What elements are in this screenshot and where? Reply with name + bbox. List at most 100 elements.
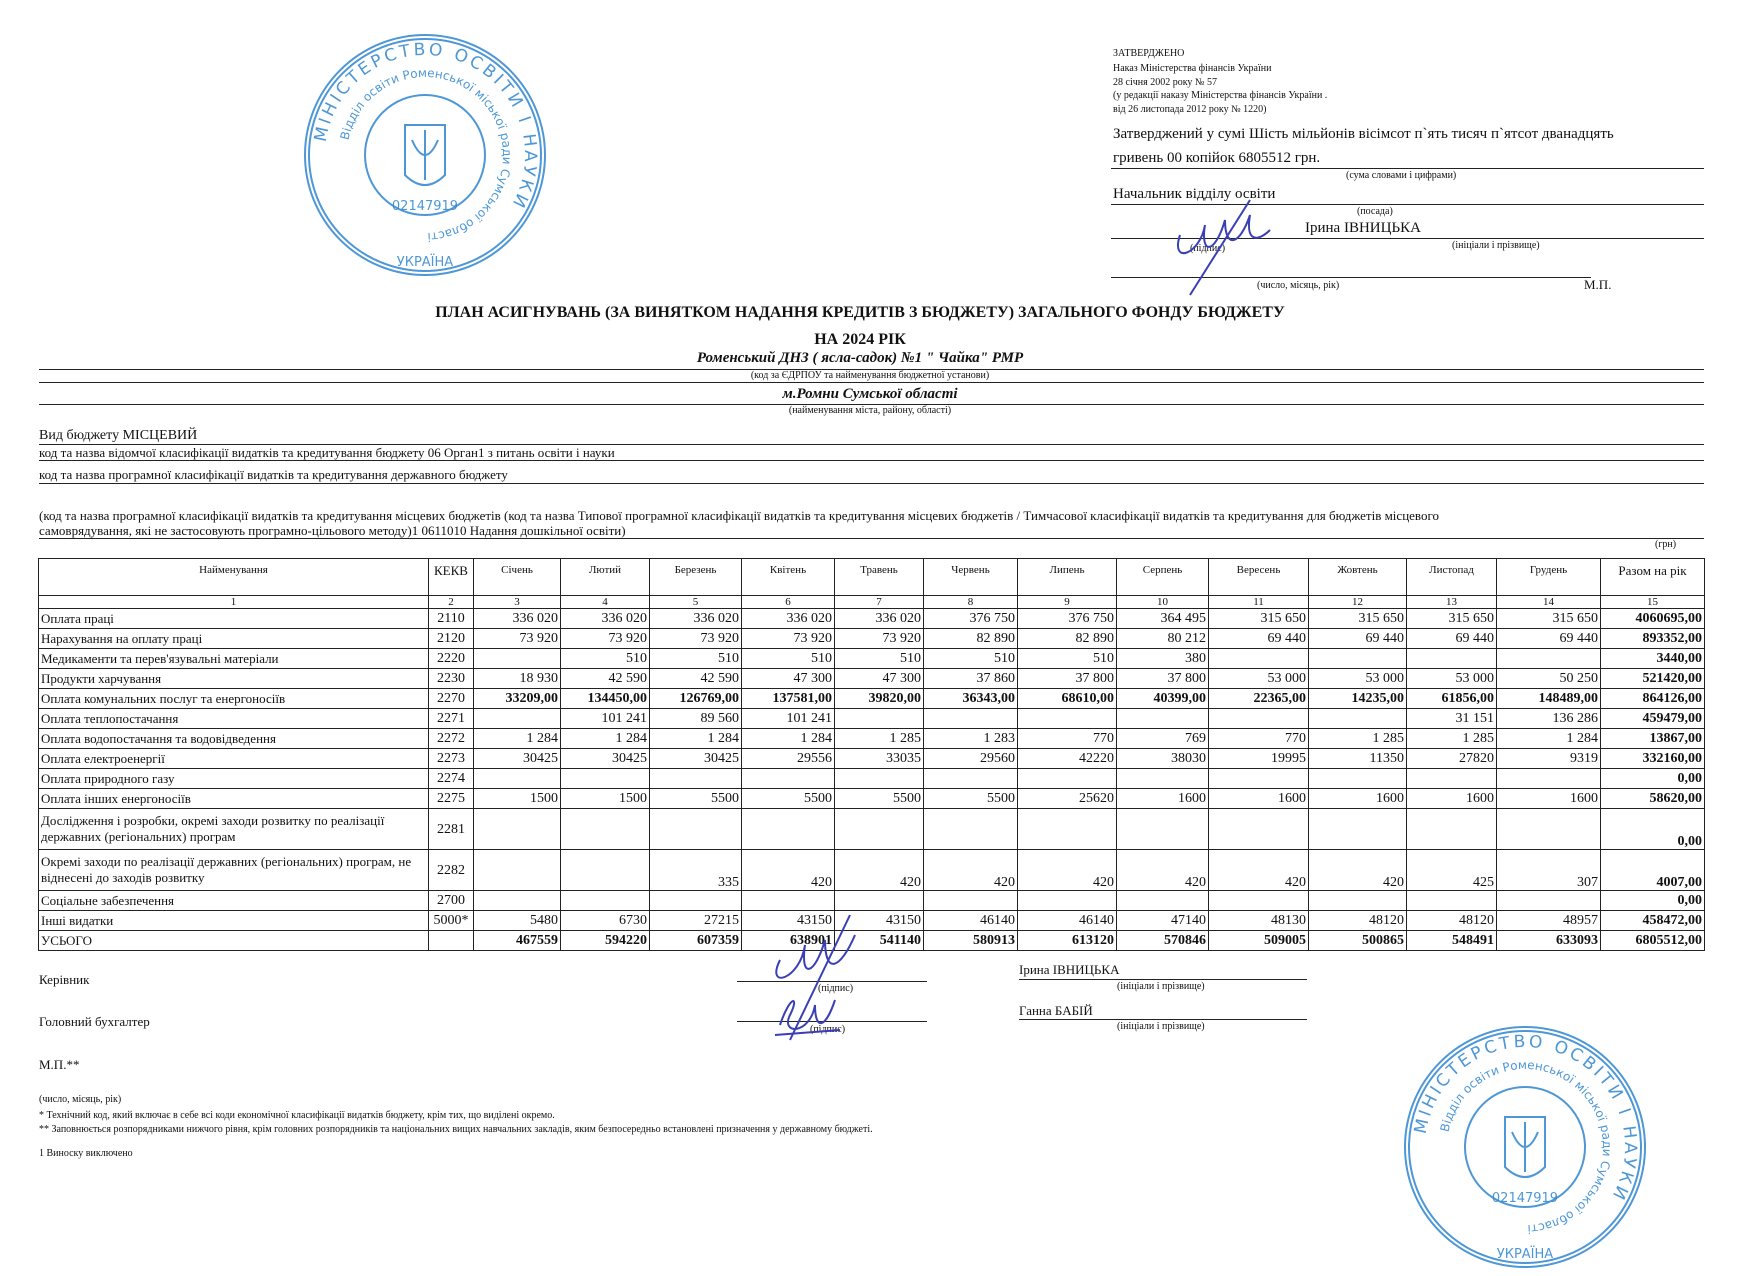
month-value: 548491 <box>1406 930 1497 951</box>
row-name: Медикаменти та перев'язувальні матеріали <box>38 648 429 669</box>
date-caption: (число, місяць, рік) <box>1257 280 1340 291</box>
row-name: Окремі заходи по реалізації державних (р… <box>38 849 429 891</box>
month-value: 5480 <box>473 910 561 931</box>
month-value: 420 <box>741 849 835 891</box>
unit-label: (грн) <box>1655 539 1677 550</box>
table-row: Оплата праці 2110 336 020 336 020 336 020 336… <box>38 608 1705 629</box>
column-header: Червень <box>923 558 1018 596</box>
divider <box>39 369 1704 370</box>
month-value <box>473 648 561 669</box>
month-value: 22365,00 <box>1208 688 1309 709</box>
divider <box>39 538 1704 539</box>
month-value: 1 284 <box>1496 728 1601 749</box>
month-value: 5500 <box>649 788 742 809</box>
month-value: 19995 <box>1208 748 1309 769</box>
month-value: 48130 <box>1208 910 1309 931</box>
month-value <box>1308 768 1407 789</box>
column-number: 10 <box>1116 595 1209 609</box>
month-value <box>649 768 742 789</box>
name-caption: (ініціали і прізвище) <box>1452 240 1540 251</box>
month-value <box>1017 768 1117 789</box>
divider <box>39 483 1704 484</box>
allocation-table: Найменування КЕКВ Січень Лютий Березень Квіте… <box>38 558 1705 951</box>
row-name: УСЬОГО <box>38 930 429 951</box>
month-value: 1 284 <box>473 728 561 749</box>
month-value <box>1017 708 1117 729</box>
official-stamp-top: МІНІСТЕРСТВО ОСВІТИ І НАУКИ Відділ освіт… <box>304 34 546 276</box>
signature-line <box>737 1021 927 1022</box>
month-value: 420 <box>1308 849 1407 891</box>
month-value: 336 020 <box>834 608 924 629</box>
month-value <box>1496 890 1601 911</box>
city-caption: (найменування міста, району, області) <box>788 405 952 416</box>
column-header: Березень <box>649 558 742 596</box>
month-value: 1 284 <box>741 728 835 749</box>
month-value: 53 000 <box>1406 668 1497 689</box>
approver-position: Начальник відділу освіти <box>1113 186 1276 202</box>
month-value: 39820,00 <box>834 688 924 709</box>
row-kekv: 2274 <box>428 768 474 789</box>
row-total: 4007,00 <box>1600 849 1705 891</box>
month-value: 73 920 <box>834 628 924 649</box>
approval-line: Наказ Міністерства фінансів України <box>1113 63 1272 74</box>
row-total: 521420,00 <box>1600 668 1705 689</box>
month-value: 420 <box>923 849 1018 891</box>
row-kekv: 2700 <box>428 890 474 911</box>
table-row: Оплата водопостачання та водовідведення 2… <box>38 728 1705 749</box>
month-value: 509005 <box>1208 930 1309 951</box>
column-number: 12 <box>1308 595 1407 609</box>
month-value: 510 <box>649 648 742 669</box>
row-name: Інші видатки <box>38 910 429 931</box>
institution-caption: (код за ЄДРПОУ та найменування бюджетної… <box>750 370 990 381</box>
name-line <box>1019 1019 1307 1020</box>
table-row: Продукти харчування 2230 18 930 42 590 42 59… <box>38 668 1705 689</box>
column-number: 4 <box>560 595 650 609</box>
column-number: 9 <box>1017 595 1117 609</box>
column-number: 7 <box>834 595 924 609</box>
row-total: 3440,00 <box>1600 648 1705 669</box>
month-value: 25620 <box>1017 788 1117 809</box>
row-name: Оплата електроенергії <box>38 748 429 769</box>
month-value: 336 020 <box>741 608 835 629</box>
column-header: Вересень <box>1208 558 1309 596</box>
table-row: Оплата комунальних послуг та енергоносії… <box>38 688 1705 709</box>
row-total: 58620,00 <box>1600 788 1705 809</box>
footer-seal-mark: М.П.** <box>39 1057 80 1072</box>
month-value: 48957 <box>1496 910 1601 931</box>
month-value: 380 <box>1116 648 1209 669</box>
month-value: 420 <box>1116 849 1209 891</box>
month-value: 420 <box>1017 849 1117 891</box>
program-classification: код та назва програмної класифікації вид… <box>39 467 508 482</box>
month-value <box>560 768 650 789</box>
month-value <box>1017 808 1117 850</box>
stamp-country: УКРАЇНА <box>1497 1246 1553 1262</box>
row-name: Оплата комунальних послуг та енергоносії… <box>38 688 429 709</box>
month-value: 68610,00 <box>1017 688 1117 709</box>
month-value <box>741 808 835 850</box>
row-kekv: 5000* <box>428 910 474 931</box>
month-value <box>1116 708 1209 729</box>
month-value: 69 440 <box>1308 628 1407 649</box>
month-value: 101 241 <box>560 708 650 729</box>
table-body: Оплата праці 2110 336 020 336 020 336 020 336… <box>38 608 1705 951</box>
month-value: 9319 <box>1496 748 1601 769</box>
name-line <box>1019 979 1307 980</box>
month-value <box>923 890 1018 911</box>
month-value: 1 285 <box>1308 728 1407 749</box>
month-value: 14235,00 <box>1308 688 1407 709</box>
row-kekv: 2220 <box>428 648 474 669</box>
month-value <box>1496 768 1601 789</box>
month-value: 69 440 <box>1406 628 1497 649</box>
month-value: 1 283 <box>923 728 1018 749</box>
row-total: 459479,00 <box>1600 708 1705 729</box>
row-name: Оплата праці <box>38 608 429 629</box>
month-value <box>1406 768 1497 789</box>
row-kekv: 2275 <box>428 788 474 809</box>
city-name: м.Ромни Сумської області <box>782 386 958 402</box>
month-value: 80 212 <box>1116 628 1209 649</box>
stamp-code: 02147919 <box>392 199 458 214</box>
month-value <box>1116 890 1209 911</box>
column-header: Квітень <box>741 558 835 596</box>
month-value: 364 495 <box>1116 608 1209 629</box>
row-kekv: 2271 <box>428 708 474 729</box>
